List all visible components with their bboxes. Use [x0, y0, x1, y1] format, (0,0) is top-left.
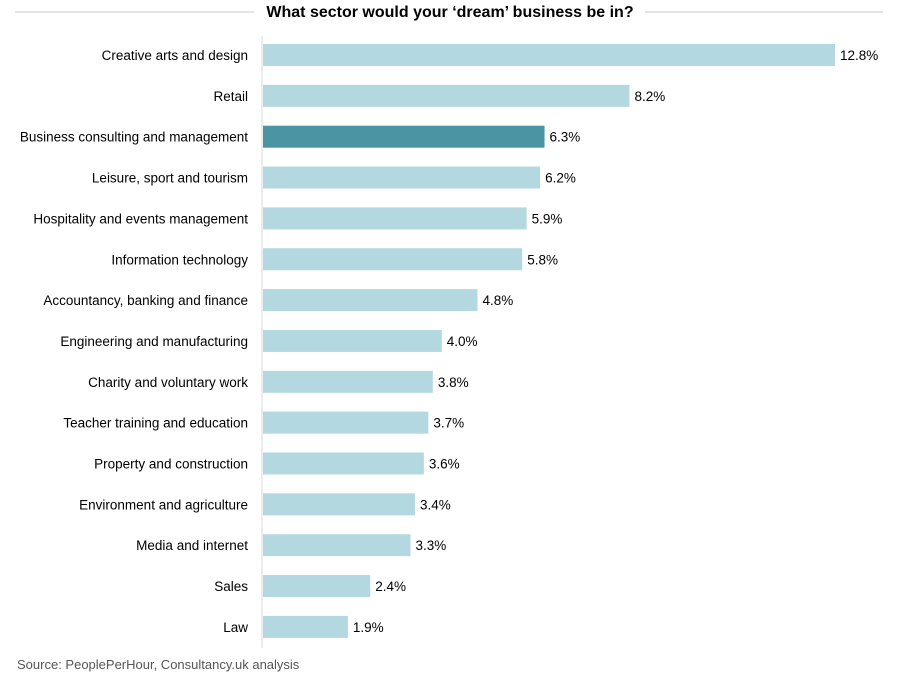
bar [263, 370, 433, 393]
value-label: 2.4% [375, 579, 406, 594]
value-label: 4.8% [483, 293, 514, 308]
value-label: 8.2% [634, 89, 665, 104]
category-label: Creative arts and design [102, 48, 248, 63]
bar [263, 248, 523, 271]
bar [263, 534, 411, 557]
bar [263, 44, 835, 66]
category-label: Hospitality and events management [33, 211, 248, 226]
category-label: Information technology [111, 252, 248, 267]
bar [263, 329, 442, 352]
bar [263, 411, 429, 434]
category-label: Engineering and manufacturing [60, 334, 248, 349]
bar [263, 125, 545, 148]
category-label: Sales [214, 579, 248, 594]
value-label: 3.6% [429, 457, 460, 472]
bar [263, 493, 415, 516]
bar [263, 207, 527, 230]
bar [263, 615, 348, 638]
category-label: Media and internet [136, 538, 248, 553]
value-label: 1.9% [353, 620, 384, 635]
value-label: 3.8% [438, 375, 469, 390]
value-label: 3.7% [433, 416, 464, 431]
bars-group: Creative arts and design 12.8% Retail 8.2% B… [20, 44, 878, 638]
bar [263, 452, 424, 475]
value-label: 3.4% [420, 497, 451, 512]
category-label: Teacher training and education [63, 416, 248, 431]
category-label: Retail [213, 89, 248, 104]
bar [263, 166, 541, 189]
chart-title: What sector would your ‘dream’ business … [266, 4, 633, 21]
category-label: Leisure, sport and tourism [92, 171, 248, 186]
category-label: Charity and voluntary work [88, 375, 248, 390]
value-label: 5.9% [532, 211, 563, 226]
value-label: 5.8% [527, 252, 558, 267]
category-label: Property and construction [94, 457, 248, 472]
value-label: 4.0% [447, 334, 478, 349]
value-label: 3.3% [415, 538, 446, 553]
value-label: 6.2% [545, 171, 576, 186]
category-label: Environment and agriculture [79, 497, 248, 512]
value-label: 6.3% [550, 130, 581, 145]
value-label: 12.8% [840, 48, 878, 63]
bar [263, 575, 371, 598]
category-label: Law [223, 620, 248, 635]
bar [263, 289, 478, 312]
source-note: Source: PeoplePerHour, Consultancy.uk an… [17, 657, 300, 672]
category-label: Business consulting and management [20, 130, 248, 145]
category-label: Accountancy, banking and finance [43, 293, 248, 308]
bar [263, 84, 630, 107]
